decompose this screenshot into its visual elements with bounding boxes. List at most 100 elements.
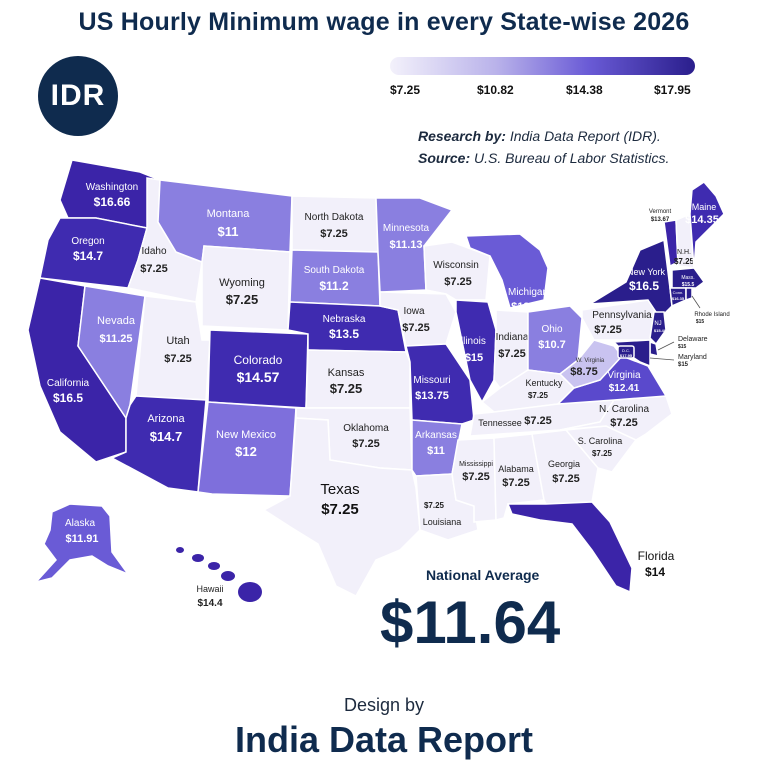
research-value: India Data Report (IDR). <box>509 128 661 144</box>
state-name-newmexico: New Mexico <box>216 429 276 441</box>
state-wage-maine: $14.35 <box>685 214 719 226</box>
state-name-virginia: Virginia <box>607 370 641 381</box>
state-name-newyork: New York <box>627 267 666 277</box>
source-label: Source: <box>418 150 471 166</box>
state-wage-alaska: $11.91 <box>65 533 98 545</box>
state-name-iowa: Iowa <box>403 306 425 317</box>
state-wage-maryland: $15 <box>678 362 689 368</box>
state-name-washington: Washington <box>86 182 138 193</box>
state-name-hawaii: Hawaii <box>196 584 223 594</box>
state-wage-kansas: $7.25 <box>330 381 363 396</box>
state-pennsylvania[interactable]: Pennsylvania $7.25 <box>581 299 661 341</box>
state-wyoming[interactable]: Wyoming $7.25 <box>201 245 291 331</box>
state-name-louisiana: Louisiana <box>423 517 462 527</box>
state-name-texas: Texas <box>320 481 359 498</box>
state-wage-conn: $16.35 <box>672 296 685 301</box>
state-name-utah: Utah <box>166 335 189 347</box>
state-wage-colorado: $14.57 <box>237 369 280 385</box>
state-utah[interactable]: Utah $7.25 <box>135 295 211 401</box>
state-wage-arkansas: $11 <box>427 445 445 457</box>
state-arkansas[interactable]: Arkansas $11 <box>411 419 463 477</box>
state-name-kansas: Kansas <box>328 367 365 379</box>
state-wage-illinois: $15 <box>465 352 483 364</box>
state-name-northdakota: North Dakota <box>305 212 364 223</box>
state-name-nevada: Nevada <box>97 315 136 327</box>
state-kansas[interactable]: Kansas $7.25 <box>305 349 411 409</box>
state-wage-rhodeisland: $15 <box>696 319 705 325</box>
state-wage-montana: $11 <box>218 224 239 239</box>
state-wage-newyork: $16.5 <box>629 279 659 293</box>
state-name-florida: Florida <box>638 549 675 563</box>
state-wage-wyoming: $7.25 <box>226 292 259 307</box>
state-alaska[interactable]: Alaska $11.91 <box>33 503 131 584</box>
state-wage-southdakota: $11.2 <box>319 279 349 293</box>
state-name-nh: N.H. <box>677 249 691 256</box>
state-nevada[interactable]: Nevada $11.25 <box>77 285 146 420</box>
state-wage-kentucky: $7.25 <box>528 391 549 400</box>
design-by-label: Design by <box>343 695 425 715</box>
legend-tick-max: $17.95 <box>654 83 691 97</box>
legend-tick-3: $14.38 <box>566 83 603 97</box>
state-northdakota[interactable]: North Dakota $7.25 <box>291 195 379 253</box>
state-wage-nevada: $11.25 <box>99 333 132 345</box>
state-name-missouri: Missouri <box>413 375 450 386</box>
state-minnesota[interactable]: Minnesota $11.13 <box>375 197 454 293</box>
state-wage-vermont: $13.67 <box>651 217 670 223</box>
state-wage-minnesota: $11.13 <box>389 239 422 251</box>
state-mass[interactable]: Mass. $15.5 <box>671 267 706 289</box>
state-name-nebraska: Nebraska <box>323 314 366 325</box>
state-wage-georgia: $7.25 <box>552 473 580 485</box>
state-mississippi[interactable]: Mississippi $7.25 <box>451 437 497 523</box>
state-oregon[interactable]: Oregon $14.7 <box>39 217 148 289</box>
state-southdakota[interactable]: South Dakota $11.2 <box>289 249 381 307</box>
research-credit: Research by: India Data Report (IDR). <box>418 128 661 144</box>
legend-tick-min: $7.25 <box>390 83 421 97</box>
state-missouri[interactable]: Missouri $13.75 <box>405 343 475 425</box>
state-texas[interactable]: Texas $7.25 <box>262 417 421 597</box>
state-wage-wisconsin: $7.25 <box>444 276 472 288</box>
state-wage-delaware: $15 <box>678 344 687 350</box>
state-rhodeisland[interactable]: Rhode Island $15 <box>685 287 730 325</box>
state-arizona[interactable]: Arizona $14.7 <box>110 395 207 493</box>
state-maine[interactable]: Maine $14.35 <box>685 181 725 269</box>
state-name-wisconsin: Wisconsin <box>433 260 479 271</box>
state-name-maine: Maine <box>692 202 717 212</box>
state-name-tennessee: Tennessee <box>478 418 522 428</box>
state-conn[interactable]: Conn. $16.35 <box>669 287 687 308</box>
state-wage-florida: $14 <box>645 565 665 579</box>
research-label: Research by: <box>418 128 506 144</box>
state-name-nj: NJ <box>654 321 661 327</box>
state-wage-newmexico: $12 <box>235 444 257 459</box>
state-idaho[interactable]: Idaho $7.25 <box>127 177 203 303</box>
state-wage-oklahoma: $7.25 <box>352 438 380 450</box>
state-wage-missouri: $13.75 <box>415 390 449 402</box>
state-florida[interactable]: Florida $14 <box>506 501 675 594</box>
state-ncarolina[interactable]: N. Carolina $7.25 <box>559 395 673 441</box>
state-michigan[interactable]: Michigan $12.48 <box>464 233 549 313</box>
state-newmexico[interactable]: New Mexico $12 <box>197 401 297 497</box>
state-name-ohio: Ohio <box>541 324 563 335</box>
state-hawaii[interactable]: Hawaii $14.4 <box>176 547 262 609</box>
state-wage-california: $16.5 <box>53 391 83 405</box>
legend-tick-2: $10.82 <box>477 83 514 97</box>
state-dc[interactable]: D.C. $17.95 <box>617 345 635 359</box>
state-wage-nh: $7.25 <box>674 257 695 266</box>
state-nebraska[interactable]: Nebraska $13.5 <box>287 301 407 353</box>
state-wage-washington: $16.66 <box>94 195 131 209</box>
page-title: US Hourly Minimum wage in every State-wi… <box>78 8 690 36</box>
state-wvirginia[interactable]: W. Virginia $8.75 <box>558 339 623 389</box>
state-illinois[interactable]: Illinois $15 <box>455 299 497 404</box>
state-wage-pennsylvania: $7.25 <box>594 324 622 336</box>
state-wage-oregon: $14.7 <box>73 249 103 263</box>
idr-logo: IDR <box>38 56 118 136</box>
state-name-wvirginia: W. Virginia <box>576 358 605 364</box>
state-colorado[interactable]: Colorado $14.57 <box>207 329 309 409</box>
state-tennessee[interactable]: Tennessee $7.25 <box>469 399 616 437</box>
state-nj[interactable]: NJ $15.49 <box>649 311 667 346</box>
state-name-wyoming: Wyoming <box>219 277 265 289</box>
state-wisconsin[interactable]: Wisconsin $7.25 <box>423 241 491 301</box>
state-name-idaho: Idaho <box>141 246 166 257</box>
state-wage-hawaii: $14.4 <box>197 598 222 609</box>
state-name-indiana: Indiana <box>496 332 529 343</box>
state-wage-scarolina: $7.25 <box>592 449 613 458</box>
